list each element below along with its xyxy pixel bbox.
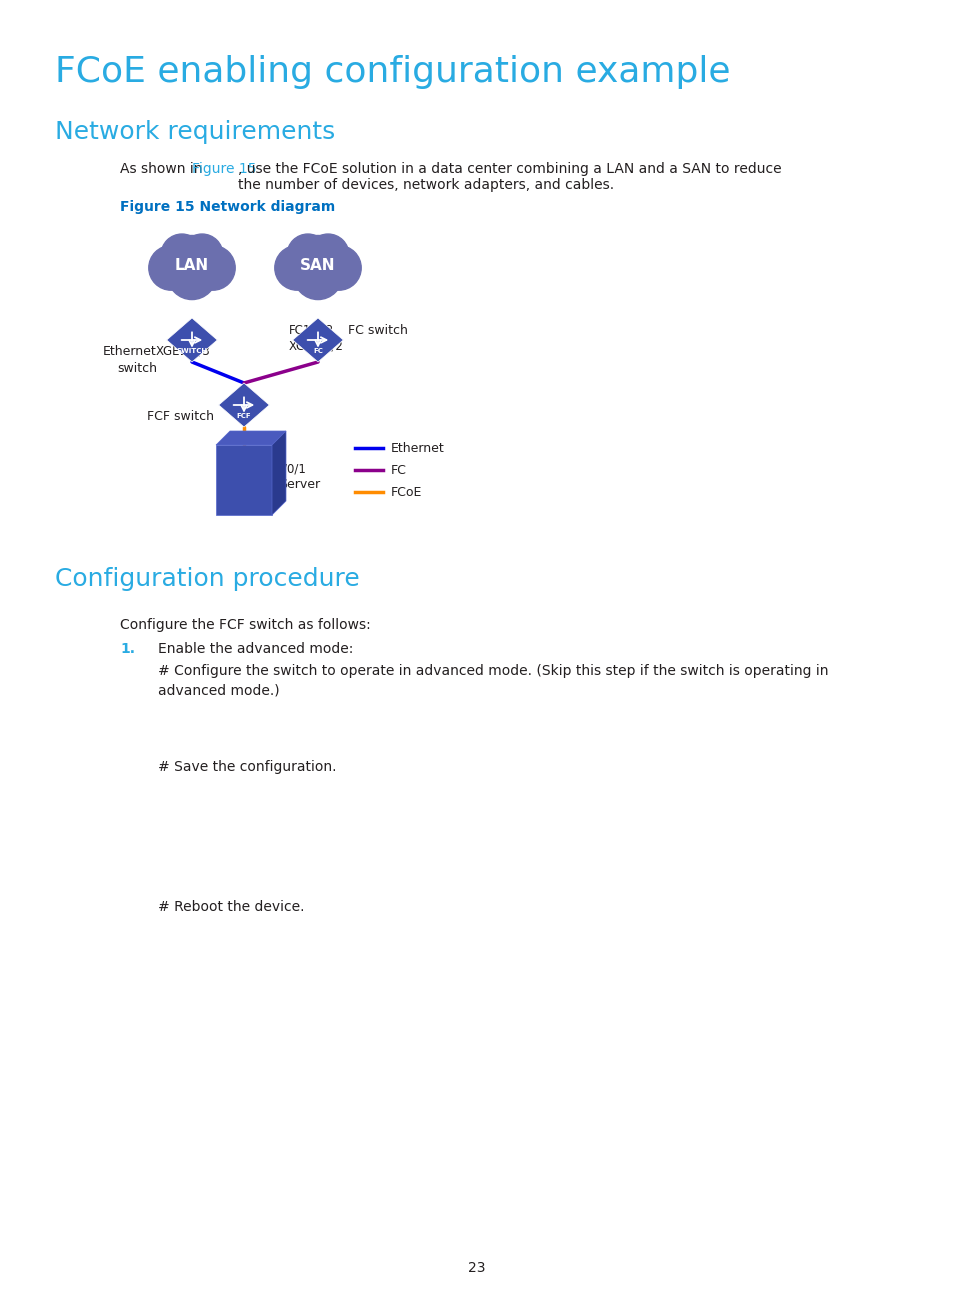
Polygon shape [293,318,343,362]
Circle shape [307,235,349,276]
Text: # Save the configuration.: # Save the configuration. [158,759,336,774]
Circle shape [294,250,342,299]
Text: Enable the advanced mode:: Enable the advanced mode: [158,642,353,656]
Text: FCoE enabling configuration example: FCoE enabling configuration example [55,54,730,89]
Circle shape [288,236,347,294]
Text: FC: FC [391,464,406,477]
Polygon shape [218,384,269,426]
Circle shape [149,245,193,290]
Text: Figure 15 Network diagram: Figure 15 Network diagram [120,200,335,214]
Text: XGE1/0/3: XGE1/0/3 [155,345,210,358]
Text: FC1/0/2
XGE1/0/2: FC1/0/2 XGE1/0/2 [289,324,343,353]
Circle shape [191,245,235,290]
Text: Configuration procedure: Configuration procedure [55,568,359,591]
Circle shape [274,245,319,290]
Polygon shape [167,318,217,362]
Circle shape [181,235,223,276]
Text: FCoE: FCoE [391,486,422,499]
Text: VFC1
XGE1/0/1: VFC1 XGE1/0/1 [252,446,307,476]
Text: # Reboot the device.: # Reboot the device. [158,899,304,914]
Text: LAN: LAN [174,258,209,272]
Text: Figure 15: Figure 15 [192,162,256,176]
Text: FC: FC [313,349,323,354]
Circle shape [168,250,216,299]
Text: Ethernet
switch: Ethernet switch [103,345,157,375]
Circle shape [162,236,221,294]
Text: Network requirements: Network requirements [55,121,335,144]
Text: SAN: SAN [300,258,335,272]
Polygon shape [272,432,286,515]
Polygon shape [215,445,272,515]
Polygon shape [215,432,286,445]
Text: FCF: FCF [236,413,251,419]
Circle shape [161,235,203,276]
Text: 1.: 1. [120,642,135,656]
Text: 23: 23 [468,1261,485,1275]
Text: , use the FCoE solution in a data center combining a LAN and a SAN to reduce
the: , use the FCoE solution in a data center… [237,162,781,192]
Text: Server: Server [278,478,320,491]
Text: # Configure the switch to operate in advanced mode. (Skip this step if the switc: # Configure the switch to operate in adv… [158,664,827,697]
Text: Configure the FCF switch as follows:: Configure the FCF switch as follows: [120,618,371,632]
Circle shape [316,245,361,290]
Text: FC switch: FC switch [348,324,408,337]
Text: As shown in: As shown in [120,162,207,176]
Text: FCF switch: FCF switch [147,410,213,422]
Text: SWITCH: SWITCH [176,349,208,354]
Circle shape [287,235,329,276]
Text: Ethernet: Ethernet [391,442,444,455]
